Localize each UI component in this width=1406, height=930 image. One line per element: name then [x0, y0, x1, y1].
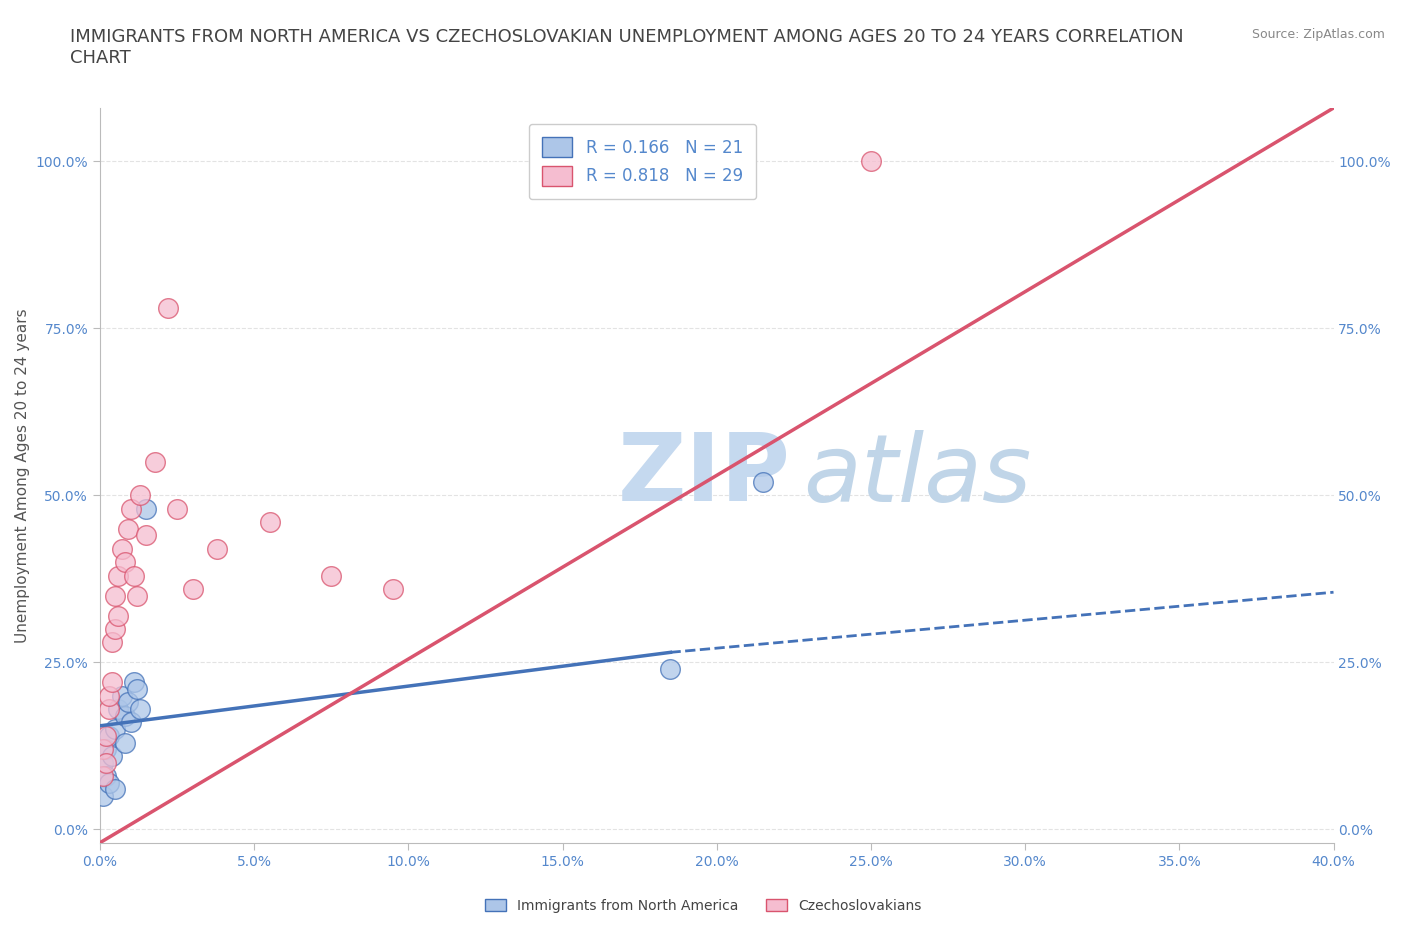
Point — [104, 782, 127, 797]
Point — [120, 715, 142, 730]
Point — [129, 488, 152, 503]
Point — [122, 568, 145, 583]
Point — [859, 154, 882, 169]
Point — [96, 728, 118, 743]
Point — [104, 722, 127, 737]
Y-axis label: Unemployment Among Ages 20 to 24 years: Unemployment Among Ages 20 to 24 years — [15, 308, 30, 643]
Point — [381, 581, 404, 596]
Point — [98, 701, 121, 716]
Point — [96, 742, 118, 757]
Point — [321, 568, 343, 583]
Point — [114, 709, 136, 724]
Point — [205, 541, 228, 556]
Point — [120, 501, 142, 516]
Point — [107, 568, 129, 583]
Point — [125, 588, 148, 603]
Text: ZIP: ZIP — [619, 430, 792, 522]
Text: atlas: atlas — [803, 430, 1032, 521]
Point — [752, 474, 775, 489]
Point — [107, 608, 129, 623]
Text: IMMIGRANTS FROM NORTH AMERICA VS CZECHOSLOVAKIAN UNEMPLOYMENT AMONG AGES 20 TO 2: IMMIGRANTS FROM NORTH AMERICA VS CZECHOS… — [70, 28, 1184, 67]
Point — [166, 501, 188, 516]
Point — [129, 701, 152, 716]
Point — [98, 728, 121, 743]
Point — [101, 749, 124, 764]
Point — [181, 581, 204, 596]
Point — [117, 522, 139, 537]
Point — [122, 675, 145, 690]
Point — [659, 661, 682, 676]
Point — [117, 695, 139, 710]
Point — [125, 682, 148, 697]
Point — [98, 775, 121, 790]
Legend: R = 0.166   N = 21, R = 0.818   N = 29: R = 0.166 N = 21, R = 0.818 N = 29 — [529, 124, 756, 199]
Point — [135, 501, 157, 516]
Point — [135, 528, 157, 543]
Point — [91, 768, 114, 783]
Point — [101, 635, 124, 650]
Point — [114, 735, 136, 750]
Point — [107, 701, 129, 716]
Point — [96, 768, 118, 783]
Legend: Immigrants from North America, Czechoslovakians: Immigrants from North America, Czechoslo… — [479, 894, 927, 919]
Point — [91, 755, 114, 770]
Text: Source: ZipAtlas.com: Source: ZipAtlas.com — [1251, 28, 1385, 41]
Point — [156, 301, 179, 316]
Point — [110, 541, 132, 556]
Point — [145, 455, 167, 470]
Point — [101, 675, 124, 690]
Point — [114, 554, 136, 569]
Point — [96, 755, 118, 770]
Point — [259, 514, 281, 529]
Point — [110, 688, 132, 703]
Point — [104, 588, 127, 603]
Point — [91, 742, 114, 757]
Point — [91, 789, 114, 804]
Point — [98, 688, 121, 703]
Point — [104, 621, 127, 636]
